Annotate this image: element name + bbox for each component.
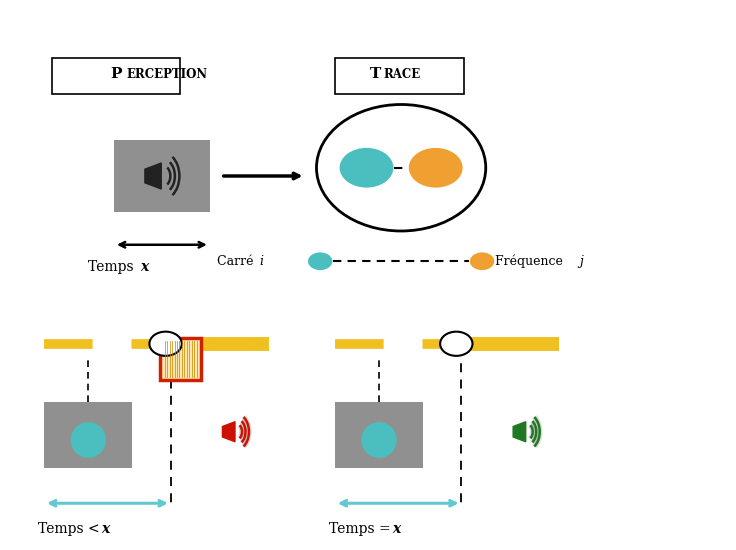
Text: Temps =: Temps = [329, 522, 391, 536]
Circle shape [149, 332, 182, 356]
Circle shape [339, 147, 394, 189]
Circle shape [316, 104, 486, 231]
Bar [335, 402, 423, 468]
Bar [44, 402, 132, 468]
Text: Carré: Carré [217, 255, 258, 268]
Text: x: x [140, 260, 148, 274]
Text: i: i [259, 255, 263, 268]
Text: j: j [579, 255, 583, 268]
Text: x: x [392, 522, 400, 536]
Bar [114, 140, 210, 212]
Circle shape [440, 332, 473, 356]
Text: P: P [110, 67, 122, 81]
Bar [52, 58, 180, 94]
Ellipse shape [361, 422, 397, 458]
Ellipse shape [71, 422, 106, 458]
Polygon shape [513, 422, 526, 442]
Polygon shape [222, 422, 235, 442]
Text: RACE: RACE [383, 68, 421, 81]
Text: Temps <: Temps < [38, 522, 100, 536]
Bar [335, 58, 464, 94]
Text: T: T [369, 67, 381, 81]
Circle shape [469, 251, 495, 271]
Bar [160, 338, 201, 380]
Text: x: x [102, 522, 110, 536]
Circle shape [307, 251, 333, 271]
Polygon shape [145, 163, 161, 189]
Text: Temps: Temps [88, 260, 138, 274]
Text: Fréquence: Fréquence [495, 255, 567, 268]
Text: ERCEPTION: ERCEPTION [127, 68, 208, 81]
Circle shape [408, 147, 464, 189]
